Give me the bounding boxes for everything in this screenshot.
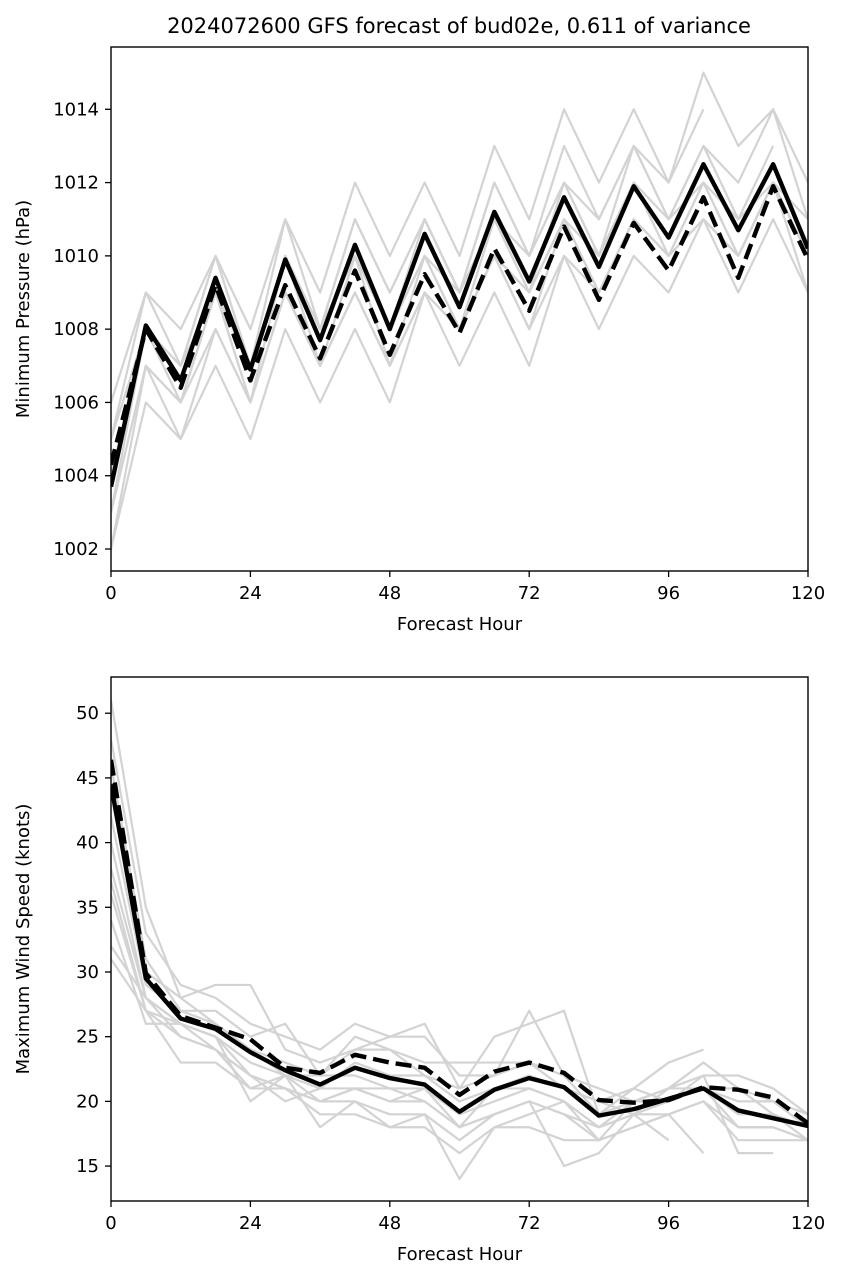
y-tick-label: 15 (76, 1156, 99, 1177)
y-tick-label: 1014 (53, 99, 99, 120)
mean-forecast-line (111, 162, 808, 488)
ensemble-member-line (111, 816, 808, 1142)
y-axis-label: Minimum Pressure (hPa) (13, 200, 34, 418)
y-tick-label: 1006 (53, 392, 99, 413)
x-tick-label: 48 (378, 1213, 401, 1234)
y-tick-label: 1010 (53, 246, 99, 267)
x-tick-label: 72 (518, 583, 541, 604)
ensemble-member-line (111, 738, 808, 1116)
x-tick-label: 48 (378, 583, 401, 604)
x-tick-label: 120 (791, 583, 825, 604)
y-axis-label: Maximum Wind Speed (knots) (13, 804, 34, 1075)
ensemble-member-line (111, 181, 808, 550)
axes-frame (110, 676, 809, 1202)
ensemble-member-line (111, 764, 808, 1129)
y-tick-label: 40 (76, 833, 99, 854)
y-tick-label: 1008 (53, 319, 99, 340)
x-axis-label: Forecast Hour (397, 1244, 523, 1265)
y-tick-label: 35 (76, 897, 99, 918)
wind-speed-chart: 0 24 48 72 96 120 15 20 25 30 35 40 45 50 Forecast Hou… (13, 676, 825, 1265)
axes-frame (110, 46, 809, 572)
y-tick-label: 30 (76, 962, 99, 983)
x-tick-label: 24 (239, 583, 262, 604)
dashed-forecast-line (111, 184, 808, 466)
dashed-forecast-line (111, 759, 808, 1126)
y-tick-label: 45 (76, 768, 99, 789)
y-tick-label: 25 (76, 1027, 99, 1048)
ensemble-member-line (111, 181, 808, 513)
y-tick-label: 50 (76, 703, 99, 724)
ensemble-member-line (111, 181, 808, 513)
x-tick-label: 0 (105, 1213, 116, 1234)
y-tick-label: 1012 (53, 173, 99, 194)
ensemble-member-line (111, 881, 670, 1181)
plot-area (111, 700, 808, 1181)
x-tick-label: 72 (518, 1213, 541, 1234)
pressure-chart: 0 24 48 72 96 120 1002 1004 1006 1008 1010 1012 1014… (13, 46, 825, 635)
ensemble-member-line (111, 894, 705, 1155)
figure-title: 2024072600 GFS forecast of bud02e, 0.611… (167, 14, 751, 38)
ensemble-member-line (111, 181, 808, 513)
plot-area (111, 71, 808, 550)
ensemble-member-line (111, 71, 808, 403)
x-tick-label: 24 (239, 1213, 262, 1234)
x-tick-label: 96 (657, 583, 680, 604)
ensemble-member-line (111, 700, 704, 1116)
x-tick-label: 96 (657, 1213, 680, 1234)
y-tick-label: 20 (76, 1091, 99, 1112)
x-tick-label: 120 (791, 1213, 825, 1234)
y-tick-label: 1002 (53, 539, 99, 560)
ensemble-member-line (111, 218, 808, 550)
y-tick-label: 1004 (53, 466, 99, 487)
x-tick-label: 0 (105, 583, 116, 604)
x-axis-label: Forecast Hour (397, 614, 523, 635)
